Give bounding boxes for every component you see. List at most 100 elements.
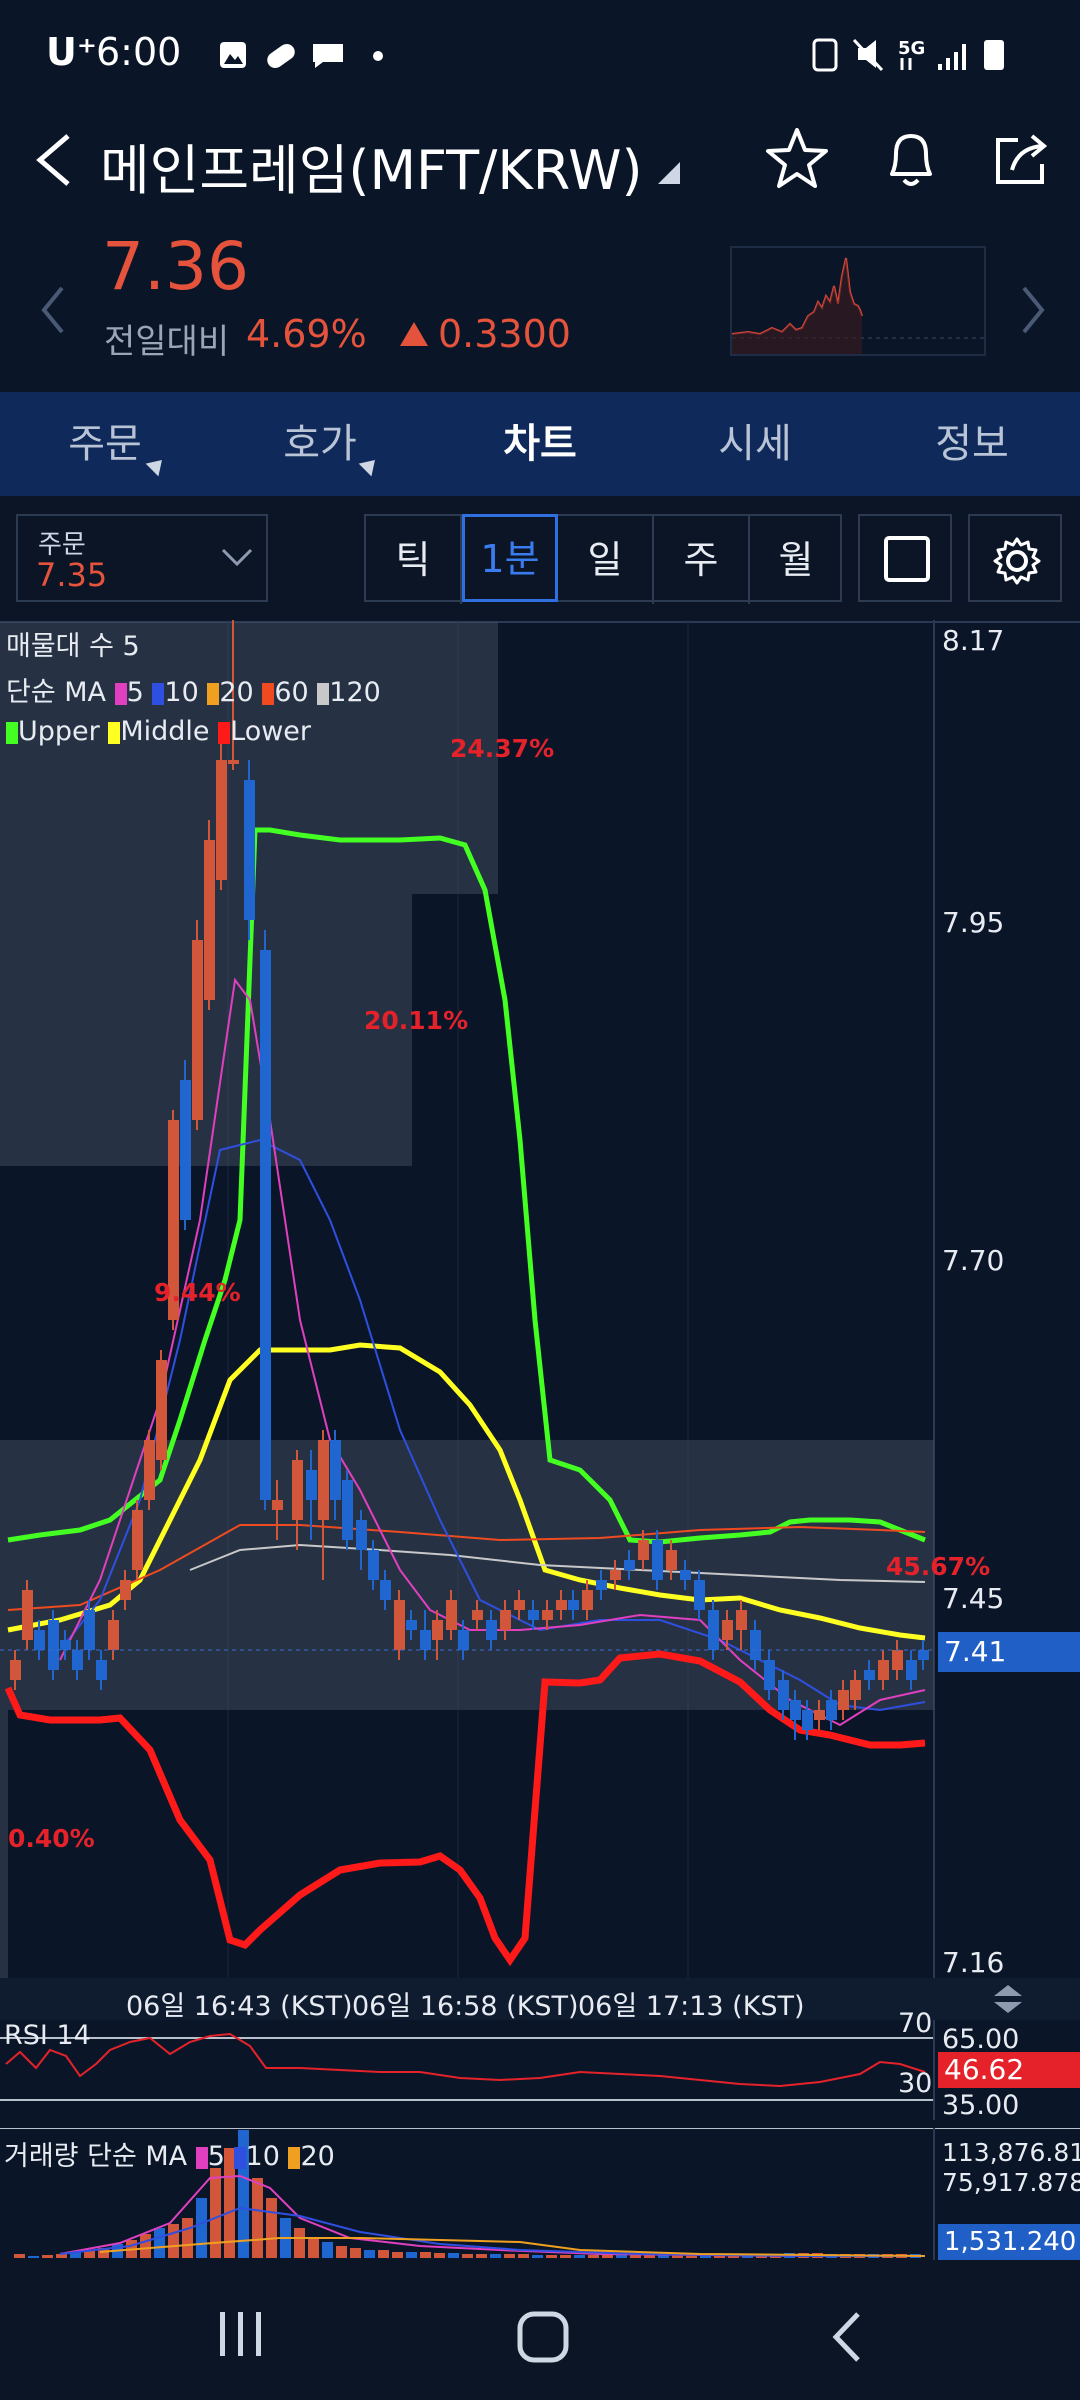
volume-bar (364, 2250, 375, 2258)
price-tick-2: 7.95 (942, 906, 1005, 939)
tab-chart-label: 차트 (503, 421, 577, 467)
tab-order[interactable]: 주문 (30, 392, 180, 496)
back-icon[interactable] (826, 2308, 866, 2366)
rsi-tick-bottom: 35.00 (942, 2090, 1020, 2121)
tab-order-label: 주문 (68, 421, 142, 467)
candle-body (22, 1590, 33, 1640)
volume-bar (28, 2256, 39, 2258)
volume-panel[interactable]: 거래량 단순 MA 5 10 20 113,876.817 75,917.878… (0, 2128, 1080, 2260)
volume-canvas (0, 2128, 1080, 2260)
candle-body (778, 1680, 789, 1710)
ma20-legend: 20 (219, 677, 254, 708)
candle-body (500, 1610, 511, 1630)
ma60-line (7, 1524, 926, 1611)
title-dropdown-icon[interactable] (656, 160, 682, 186)
candle-body (542, 1610, 553, 1620)
profile-percent-4: 45.67% (886, 1552, 991, 1581)
period-month[interactable]: 월 (778, 538, 814, 582)
star-icon[interactable] (764, 126, 830, 192)
volume-bar (602, 2255, 613, 2258)
bell-icon[interactable] (878, 126, 944, 192)
volume-bar (518, 2254, 529, 2258)
period-week[interactable]: 주 (654, 516, 750, 604)
candle-body (582, 1590, 593, 1610)
back-arrow-icon[interactable] (28, 130, 78, 190)
volume-bar (224, 2148, 235, 2258)
coin-title[interactable]: 메인프레임(MFT/KRW) (100, 139, 643, 202)
vol-ma5-swatch (195, 2146, 208, 2169)
resize-handle-icon[interactable] (988, 1982, 1028, 2016)
next-chevron-icon[interactable] (1018, 282, 1048, 338)
vol-ma20-line (99, 2237, 926, 2257)
home-icon[interactable] (516, 2310, 570, 2364)
candle-body (790, 1700, 801, 1720)
profile-percent-5: 0.40% (8, 1824, 95, 1853)
volume-bar (532, 2255, 543, 2258)
section-tabs: 주문 호가 차트 시세 정보 (0, 392, 1080, 496)
tab-orderbook-label: 호가 (283, 421, 357, 467)
candle-body (458, 1630, 469, 1650)
candle-body (180, 1080, 191, 1220)
candle-body (722, 1620, 733, 1640)
change-amount: 0.3300 (438, 312, 571, 356)
volume-bar (42, 2255, 53, 2258)
candle-body (878, 1660, 889, 1680)
rsi-tick-top: 65.00 (942, 2024, 1020, 2055)
candle-body (132, 1510, 143, 1570)
volume-bar (588, 2255, 599, 2258)
volume-bar (560, 2255, 571, 2258)
order-dropdown[interactable]: 주문 7.35 (16, 514, 268, 602)
carrier-label: U⁺ (46, 30, 97, 74)
candle-body (48, 1620, 59, 1670)
volume-bar (84, 2250, 95, 2258)
volume-bar (448, 2253, 459, 2258)
mini-sparkline[interactable] (730, 246, 986, 356)
tab-market[interactable]: 시세 (680, 392, 830, 496)
tab-orderbook[interactable]: 호가 (245, 392, 395, 496)
candle-body (850, 1680, 861, 1700)
candle-body (814, 1710, 825, 1720)
header: 메인프레임(MFT/KRW) 7.36 전일대비 4.69% 0.3300 (0, 100, 1080, 362)
chart-area[interactable]: 매물대 수 5 단순 MA 5 10 20 60 120 Upper Middl… (0, 620, 1080, 2260)
candle-body (568, 1600, 579, 1610)
chart-toolbar: 주문 7.35 틱 1분 일 주 월 (0, 496, 1080, 620)
vol-ma20-swatch (288, 2146, 301, 2169)
period-1min[interactable]: 1분 (462, 514, 558, 602)
tab-chart[interactable]: 차트 (465, 392, 615, 496)
ma120-line (189, 1543, 926, 1583)
ma120-legend: 120 (329, 677, 381, 708)
volume-bar (378, 2250, 389, 2258)
candle-body (394, 1600, 405, 1650)
vol-ma20-legend: 20 (300, 2141, 335, 2172)
share-icon[interactable] (990, 126, 1056, 192)
battery-icon (984, 40, 1004, 70)
ma60-legend: 60 (274, 677, 309, 708)
clock: 6:00 (96, 30, 182, 74)
volume-legend: 거래량 단순 MA 5 10 20 (4, 2134, 335, 2173)
period-day[interactable]: 일 (558, 516, 654, 604)
rsi-panel[interactable]: RSI 14 70 30 65.00 35.00 46.62 (0, 2008, 1080, 2121)
prev-chevron-icon[interactable] (38, 282, 68, 338)
fullscreen-button[interactable] (858, 514, 952, 602)
price-chart-canvas[interactable] (0, 620, 1080, 2260)
volume-bar (630, 2255, 641, 2258)
ma5-swatch (114, 682, 127, 705)
chart-settings-button[interactable] (968, 514, 1062, 602)
message-icon (313, 44, 343, 68)
rsi-line (5, 2032, 926, 2088)
change-label: 전일대비 (104, 322, 230, 362)
period-tick[interactable]: 틱 (366, 516, 462, 604)
candle-body (192, 940, 203, 1120)
order-dropdown-value: 7.35 (36, 556, 108, 594)
middle-swatch (108, 721, 121, 744)
profile-percent-2: 20.11% (364, 1006, 469, 1035)
upper-swatch (6, 721, 18, 744)
candle-body (446, 1600, 457, 1630)
price-tick-3: 7.70 (942, 1244, 1005, 1277)
tab-info[interactable]: 정보 (897, 392, 1047, 496)
time-axis: 06일 16:43 (KST) 06일 16:58 (KST) 06일 17:1… (0, 1978, 1080, 2022)
volume-profile-legend: 매물대 수 5 (6, 631, 140, 662)
recent-apps-icon[interactable] (214, 2310, 268, 2360)
candle-body (60, 1640, 71, 1650)
volume-tick-1: 113,876.817 (942, 2138, 1080, 2167)
